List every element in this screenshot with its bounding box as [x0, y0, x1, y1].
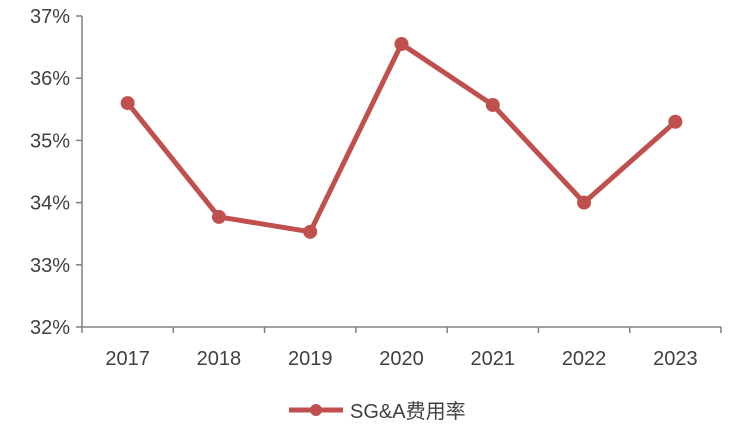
data-point-2020: [394, 36, 409, 51]
data-point-2023: [668, 114, 683, 129]
y-tick-label: 37%: [30, 6, 70, 28]
x-tick-label: 2019: [288, 348, 333, 370]
y-ticks: [76, 15, 82, 328]
y-tick-labels: 32% 33% 34% 35% 36% 37%: [30, 6, 70, 339]
legend-label: SG&A费用率: [350, 400, 466, 423]
legend-marker-swatch: [310, 404, 322, 416]
x-tick-label: 2023: [653, 348, 698, 370]
data-point-2017: [120, 96, 135, 111]
y-tick-label: 32%: [30, 317, 70, 339]
data-point-2022: [577, 195, 592, 210]
series-layer: [120, 36, 683, 239]
x-tick-label: 2020: [379, 348, 424, 370]
x-tick-label: 2018: [197, 348, 242, 370]
x-tick-labels: 2017 2018 2019 2020 2021 2022 2023: [105, 348, 697, 370]
y-tick-label: 34%: [30, 193, 70, 215]
data-point-2018: [211, 209, 226, 224]
data-point-2019: [303, 224, 318, 239]
x-ticks: [81, 327, 722, 333]
y-tick-label: 36%: [30, 68, 70, 90]
data-point-2021: [485, 97, 500, 112]
y-tick-label: 33%: [30, 255, 70, 277]
legend: SG&A费用率: [289, 400, 466, 423]
x-tick-label: 2022: [562, 348, 607, 370]
x-tick-label: 2021: [471, 348, 516, 370]
y-tick-label: 35%: [30, 130, 70, 152]
x-tick-label: 2017: [105, 348, 150, 370]
series-line: [125, 41, 678, 235]
axes: [76, 15, 722, 333]
